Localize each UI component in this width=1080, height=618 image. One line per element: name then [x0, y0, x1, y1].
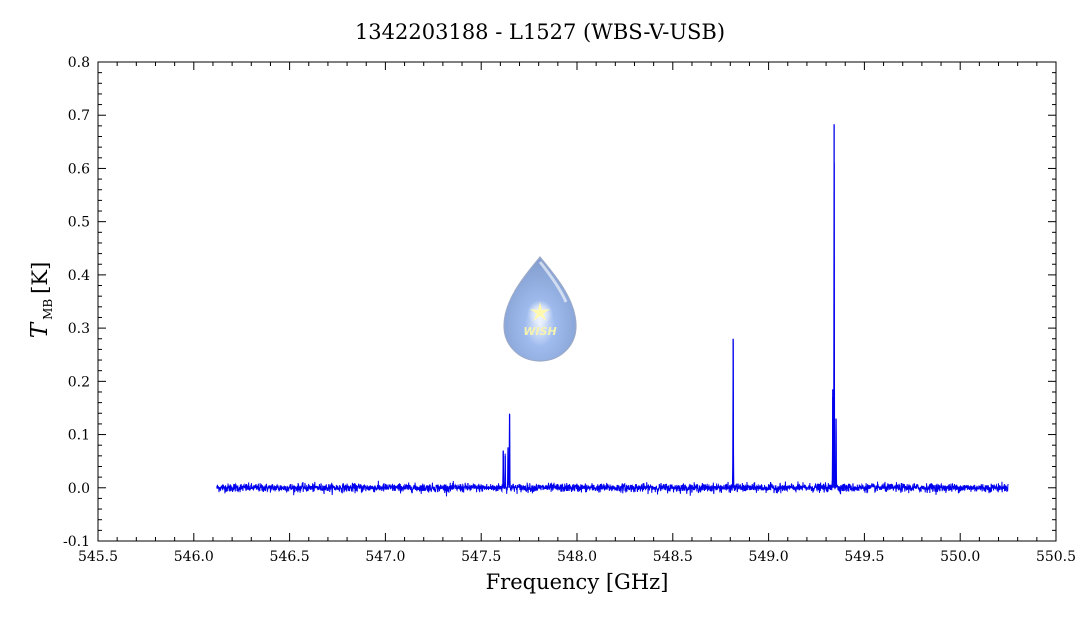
y-tick-label: 0.7: [68, 108, 90, 124]
x-tick-label: 545.5: [78, 549, 118, 565]
y-axis-label-unit: [K]: [28, 262, 52, 294]
y-tick-label: 0.6: [68, 161, 90, 177]
x-tick-label: 546.0: [174, 549, 214, 565]
plot-area: [216, 124, 1009, 497]
x-tick-label: 550.0: [940, 549, 980, 565]
x-tick-label: 547.5: [461, 549, 501, 565]
x-axis-label: Frequency [GHz]: [486, 570, 669, 594]
axis-ticks: [97, 61, 1057, 542]
x-tick-label: 550.5: [1036, 549, 1076, 565]
y-tick-label: 0.2: [68, 374, 90, 390]
spectrum-line: [216, 162, 1009, 497]
y-tick-label: 0.1: [68, 428, 90, 444]
plot-frame: [97, 61, 1057, 542]
y-tick-label: 0.3: [68, 321, 90, 337]
x-tick-label: 547.0: [365, 549, 405, 565]
svg-text:TMB[K]: TMB [K]: [27, 262, 55, 339]
y-tick-label: 0.0: [68, 481, 90, 497]
y-tick-label: -0.1: [63, 534, 90, 550]
y-axis-label-main: T: [27, 321, 53, 338]
x-tick-label: 549.5: [844, 549, 884, 565]
x-tick-label: 548.5: [653, 549, 693, 565]
x-tick-label: 546.5: [270, 549, 310, 565]
y-tick-label: 0.5: [68, 215, 90, 231]
y-axis-label-sub: MB: [41, 299, 55, 320]
x-tick-label: 549.0: [749, 549, 789, 565]
x-tick-label: 548.0: [557, 549, 597, 565]
y-tick-label: 0.8: [68, 55, 90, 71]
y-tick-label: 0.4: [68, 268, 90, 284]
logo-text: WISH: [523, 325, 556, 338]
axis-tick-labels: 545.5 546.0 546.5 547.0 547.5 548.0 548.5 549.0…: [63, 55, 1076, 565]
chart-title: 1342203188 - L1527 (WBS-V-USB): [355, 20, 725, 44]
wish-drop-icon: WISH: [503, 256, 577, 362]
y-axis-label: TMB [K]: [27, 262, 55, 339]
